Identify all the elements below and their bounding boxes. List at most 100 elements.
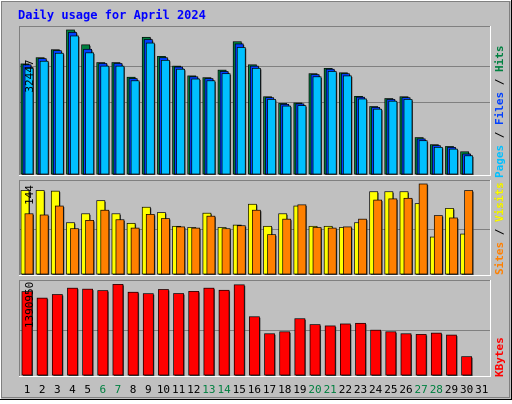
sites-bar	[343, 226, 352, 275]
legend-separator: /	[493, 125, 506, 145]
x-axis-label-day: 27	[415, 383, 428, 396]
legend-separator: /	[493, 72, 506, 92]
kbytes-bar	[173, 293, 184, 376]
legend-files: Files	[493, 92, 506, 125]
visits-scale-label: 144	[23, 185, 36, 205]
x-axis-label-day: 18	[278, 383, 291, 396]
x-axis-label-day: 26	[399, 383, 412, 396]
x-axis-day-labels: 1 2 3 4 5 6 7 8 9 10 11 12 13 14 15 16 17 18 19 20 21 22 23 24 2…	[24, 383, 489, 396]
kbytes-bar	[385, 331, 397, 376]
x-axis-label-day: 30	[460, 383, 473, 396]
sites-bar	[373, 199, 383, 275]
kbytes-bar	[67, 287, 78, 376]
sites-bar	[267, 234, 276, 275]
sites-bar	[39, 214, 49, 275]
kbytes-bar	[430, 332, 442, 376]
legend-pages: Pages	[493, 145, 506, 178]
pages-bar	[449, 148, 458, 175]
sites-bar	[464, 190, 473, 275]
x-axis-label-day: 15	[233, 383, 246, 396]
kbytes-bar	[21, 291, 33, 376]
x-axis-label-day: 10	[157, 383, 170, 396]
legend-sites: Sites	[493, 242, 506, 275]
sites-bar	[176, 226, 185, 275]
sites-bar	[327, 227, 337, 275]
x-axis-label-day: 4	[69, 383, 76, 396]
chart-bars	[20, 29, 474, 376]
kbytes-bar	[249, 316, 260, 376]
kbytes-bar	[233, 284, 245, 376]
kbytes-bar	[370, 329, 382, 376]
sites-bar	[100, 209, 110, 275]
x-axis-label-day: 3	[54, 383, 61, 396]
x-axis-label-day: 16	[248, 383, 261, 396]
x-axis-label-day: 17	[263, 383, 276, 396]
sites-bar	[236, 225, 246, 275]
x-axis-label-day: 31	[475, 383, 488, 396]
sites-bar	[312, 227, 322, 275]
pages-bar	[433, 147, 443, 175]
pages-bar	[388, 100, 398, 175]
kbytes-bar	[264, 333, 275, 376]
sites-bar	[449, 217, 458, 275]
pages-bar	[267, 99, 276, 175]
legend-separator: /	[493, 222, 506, 242]
frame-shadow	[1, 1, 510, 398]
kbytes-bar	[158, 289, 169, 376]
pages-bar	[115, 65, 125, 175]
kbytes-bar	[51, 294, 63, 376]
kbytes-bar	[340, 323, 351, 376]
kbytes-bar	[82, 288, 93, 376]
pages-bar	[297, 105, 307, 175]
pages-bar	[54, 52, 64, 175]
kbytes-bar	[294, 318, 306, 376]
pages-bar	[236, 47, 246, 175]
sites-bar	[115, 219, 125, 275]
x-axis-label-day: 6	[99, 383, 106, 396]
pages-bar	[70, 35, 79, 175]
sites-bar	[161, 218, 170, 275]
x-axis-label-day: 12	[187, 383, 200, 396]
sites-bar	[282, 218, 292, 275]
sites-bar	[191, 227, 201, 275]
pages-bar	[282, 105, 292, 175]
kbytes-bar	[218, 289, 230, 376]
kbytes-bar	[97, 290, 109, 376]
sites-bar	[403, 197, 413, 275]
sites-bar	[252, 209, 261, 275]
x-axis-label-day: 1	[24, 383, 31, 396]
pages-bar	[252, 68, 261, 175]
x-axis-label-day: 22	[339, 383, 352, 396]
sites-bar	[221, 228, 231, 275]
pages-bar	[191, 78, 201, 175]
x-axis-label-day: 13	[202, 383, 215, 396]
x-axis-label-day: 9	[145, 383, 152, 396]
kbytes-bar	[112, 284, 124, 376]
sites-bar	[130, 227, 140, 275]
pages-bar	[221, 73, 231, 175]
pages-bar	[39, 60, 49, 175]
pages-bar	[176, 68, 185, 175]
pages-bar	[358, 98, 367, 175]
x-axis-label-day: 21	[324, 383, 337, 396]
sites-bar	[388, 198, 398, 275]
kbytes-bar	[127, 291, 139, 376]
pages-bar	[100, 65, 110, 175]
kbytes-bar	[36, 297, 48, 376]
pages-bar	[130, 80, 140, 175]
x-axis-label-day: 2	[39, 383, 46, 396]
kbytes-bar	[415, 334, 427, 376]
pages-bar	[312, 76, 322, 175]
sites-bar	[418, 183, 428, 275]
kbytes-bar	[355, 322, 366, 376]
x-axis-label-day: 19	[293, 383, 306, 396]
legend-kbytes: KBytes	[493, 337, 506, 377]
sites-bar	[358, 218, 367, 275]
pages-bar	[24, 67, 34, 175]
kbytes-bar	[203, 287, 215, 376]
sites-bar	[206, 215, 216, 275]
pages-bar	[343, 75, 352, 175]
sites-bar	[54, 205, 64, 275]
